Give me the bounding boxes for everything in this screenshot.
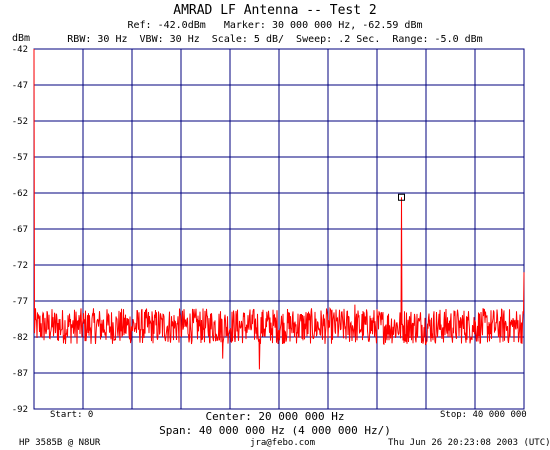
marker-box [398,193,405,201]
y-tick-label: -87 [12,369,28,379]
y-tick-label: -72 [12,261,28,271]
y-tick-label: -92 [12,405,28,415]
timestamp-label: Thu Jun 26 20:23:08 2003 (UTC) [388,438,550,448]
span-label: Span: 40 000 000 Hz (4 000 000 Hz/) [159,424,391,437]
bandwidth-settings-info: RBW: 30 Hz VBW: 30 Hz Scale: 5 dB/ Sweep… [67,34,483,45]
y-tick-label: -57 [12,153,28,163]
y-tick-label: -52 [12,117,28,127]
y-tick-label: -47 [12,81,28,91]
y-tick-label: -67 [12,225,28,235]
y-tick-label: -42 [12,45,28,55]
y-axis-unit: dBm [12,33,31,44]
y-tick-label: -62 [12,189,28,199]
y-tick-label: -82 [12,333,28,343]
email-label: jra@febo.com [250,438,316,448]
spectrum-trace [33,48,525,370]
x-stop-label: Stop: 40 000 000 [440,410,527,420]
chart-title: AMRAD LF Antenna -- Test 2 [173,3,377,18]
center-frequency-label: Center: 20 000 000 Hz [205,410,345,423]
x-start-label: Start: 0 [50,410,94,420]
instrument-label: HP 3585B @ N8UR [19,438,101,448]
y-tick-label: -77 [12,297,28,307]
reference-marker-info: Ref: -42.0dBm Marker: 30 000 000 Hz, -62… [127,20,423,31]
